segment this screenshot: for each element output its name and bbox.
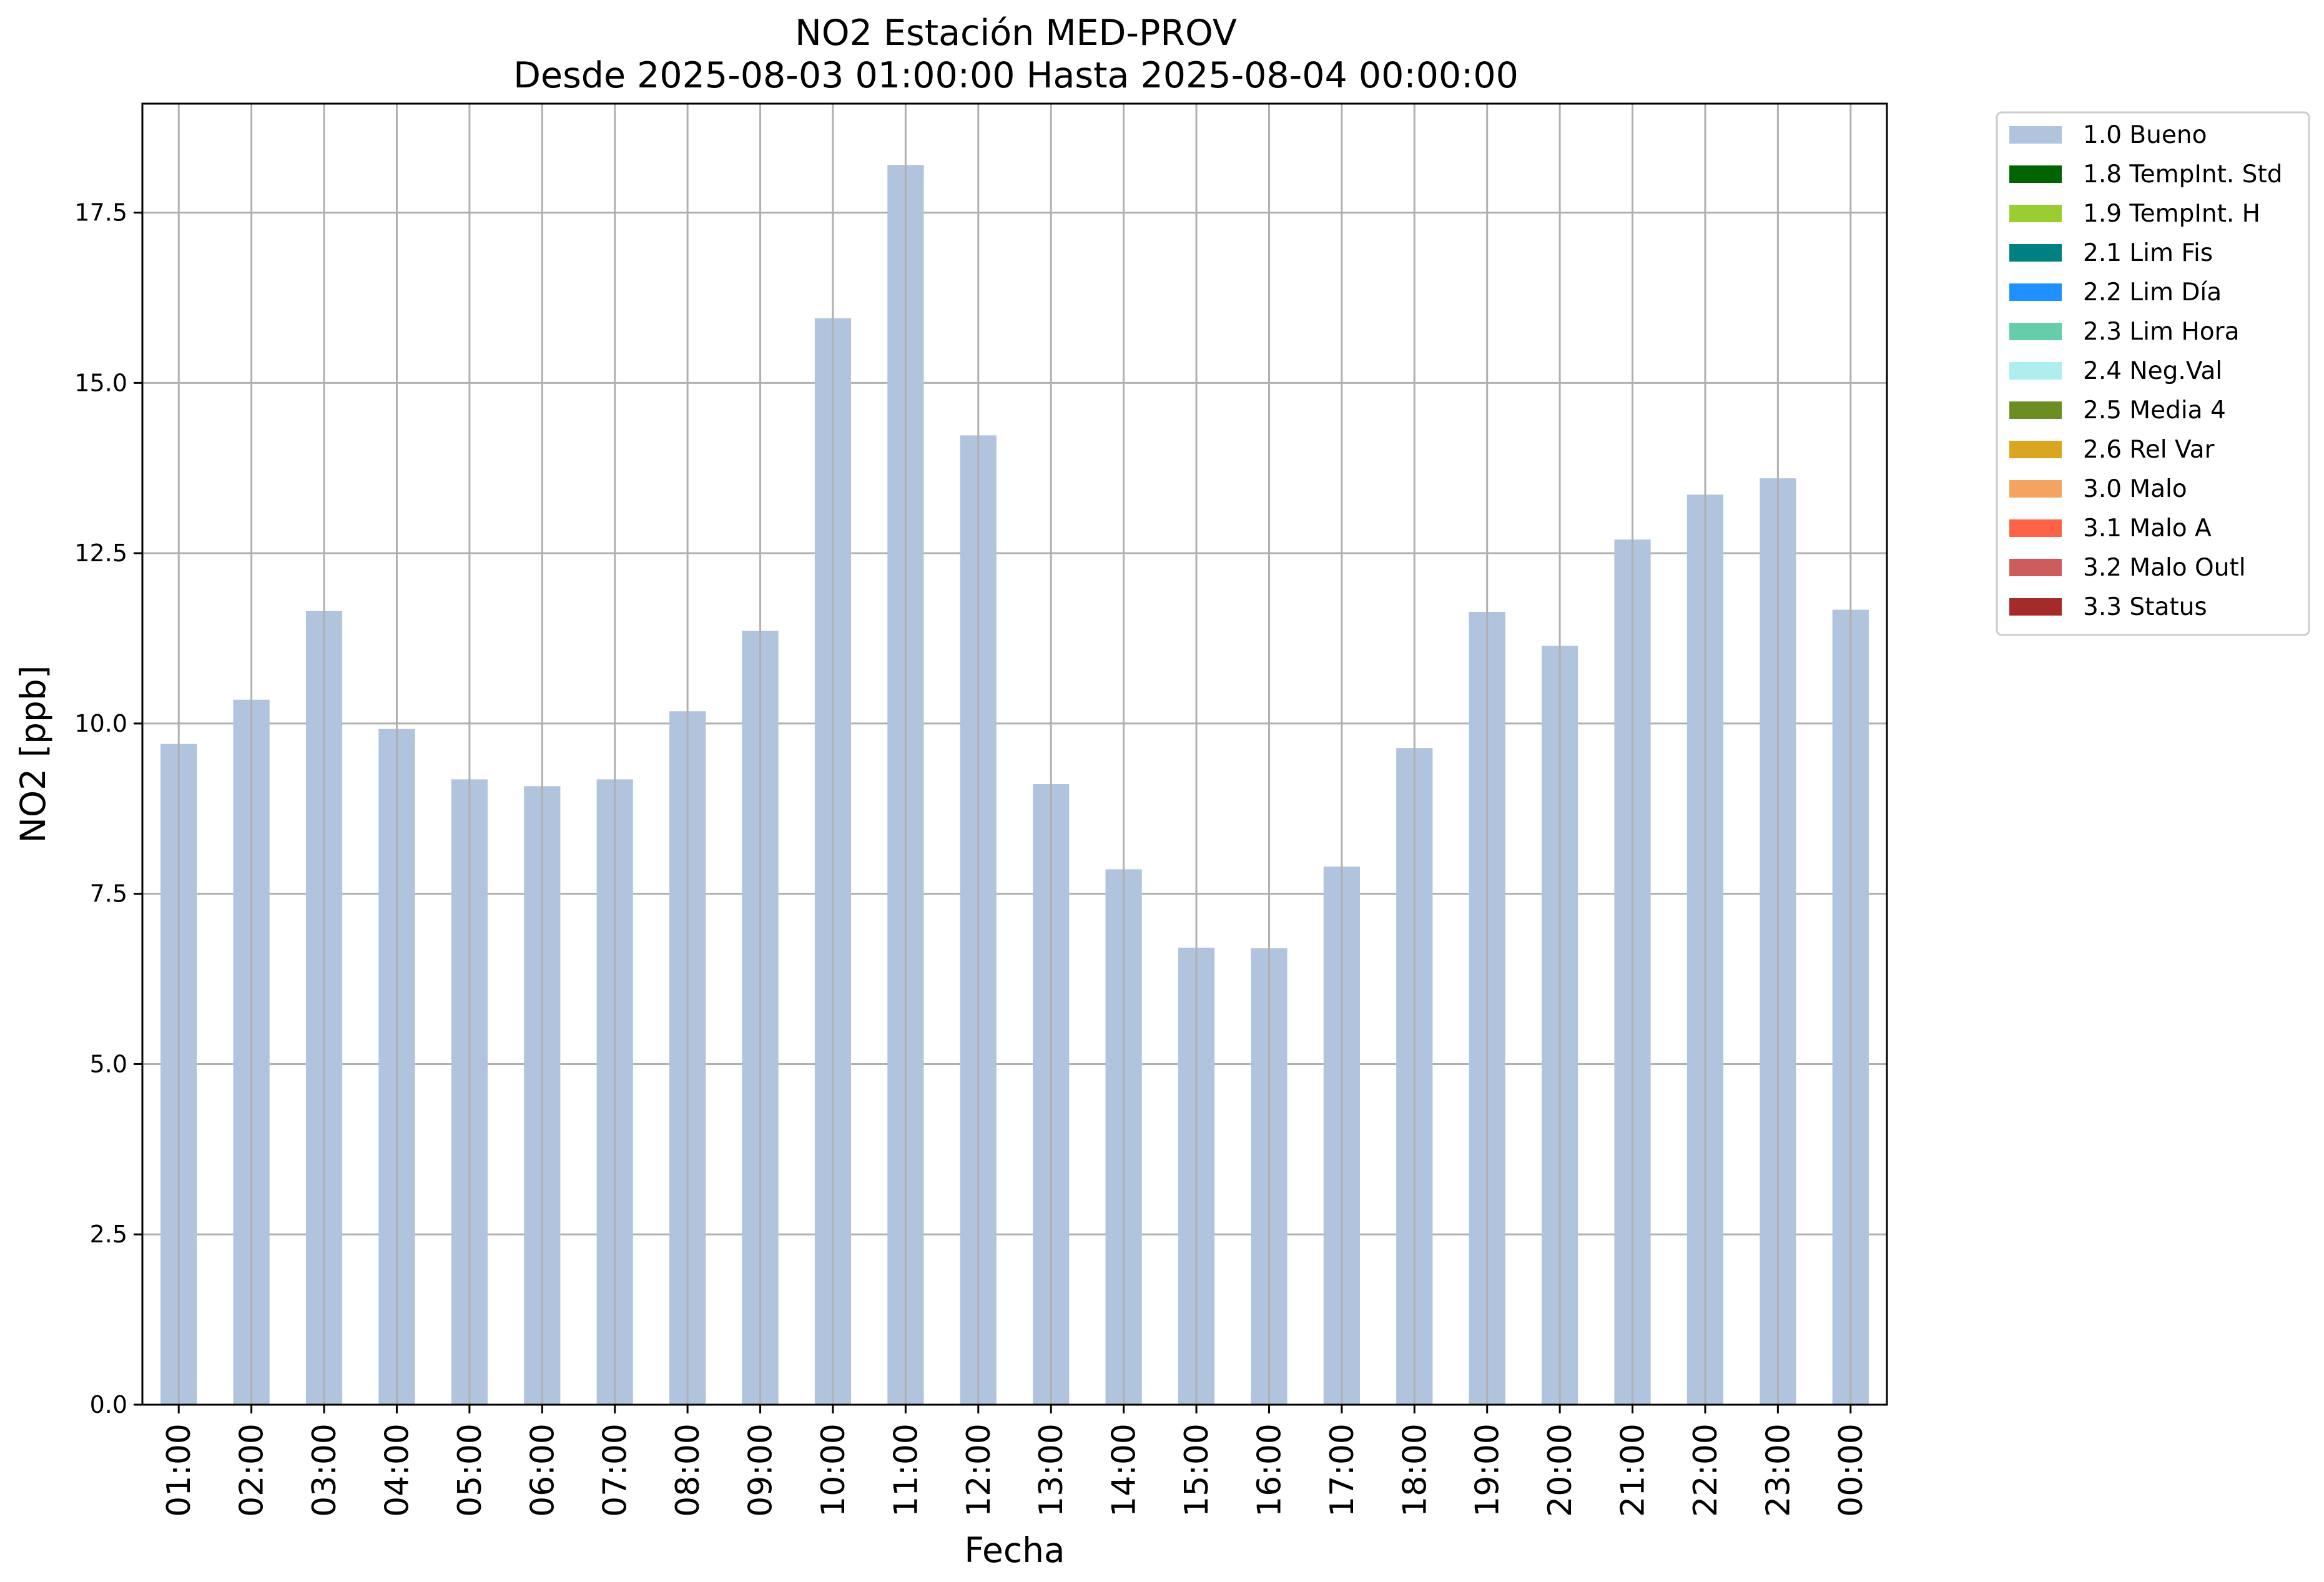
x-tick-label: 20:00 (1542, 1423, 1579, 1517)
x-axis-label: Fecha (964, 1530, 1065, 1570)
legend-label: 2.6 Rel Var (2083, 436, 2215, 464)
legend-swatch (2009, 559, 2062, 576)
legend-swatch (2009, 205, 2062, 222)
x-tick-label: 09:00 (742, 1423, 780, 1517)
legend-swatch (2009, 480, 2062, 498)
x-tick-label: 17:00 (1324, 1423, 1361, 1517)
x-tick-label: 03:00 (306, 1423, 343, 1517)
legend-label: 1.0 Bueno (2083, 121, 2207, 149)
vertical-grid-lines (177, 104, 1852, 1405)
x-tick-label: 14:00 (1106, 1423, 1143, 1517)
legend-label: 2.2 Lim Día (2083, 278, 2222, 307)
y-tick-label: 12.5 (74, 539, 127, 567)
legend-swatch (2009, 401, 2062, 419)
y-tick-label: 10.0 (74, 710, 127, 737)
bars (160, 165, 1869, 1405)
legend-label: 3.1 Malo A (2083, 514, 2212, 543)
legend-label: 2.1 Lim Fis (2083, 239, 2213, 267)
legend-swatch (2009, 126, 2062, 144)
x-tick-label: 15:00 (1178, 1423, 1216, 1517)
legend-label: 3.2 Malo Outl (2083, 554, 2246, 582)
plot-area-frame (141, 102, 1888, 1406)
x-tick-label: 04:00 (378, 1423, 416, 1517)
legend-swatch (2009, 323, 2062, 340)
x-tick-label: 05:00 (451, 1423, 489, 1517)
legend-items: 1.0 Bueno 1.8 TempInt. Std 1.9 TempInt. H 2… (2009, 121, 2282, 621)
legend: 1.0 Bueno 1.8 TempInt. Std 1.9 TempInt. H 2… (1996, 111, 2310, 636)
chart-title: NO2 Estación MED-PROV (795, 12, 1237, 54)
x-tick-label: 06:00 (524, 1423, 561, 1517)
legend-label: 2.4 Neg.Val (2083, 357, 2222, 385)
legend-label: 1.8 TempInt. Std (2083, 160, 2282, 189)
x-tick-label: 10:00 (815, 1423, 852, 1517)
legend-swatch (2009, 441, 2062, 458)
legend-swatch (2009, 519, 2062, 537)
legend-swatch (2009, 244, 2062, 262)
legend-swatch (2009, 165, 2062, 183)
y-tick-label: 5.0 (90, 1050, 127, 1078)
x-tick-label: 07:00 (597, 1423, 634, 1517)
x-tick-label: 16:00 (1251, 1423, 1288, 1517)
x-tick-label: 19:00 (1469, 1423, 1507, 1517)
grid-lines (142, 212, 1887, 1406)
legend-swatch (2009, 362, 2062, 380)
legend-label: 2.5 Media 4 (2083, 396, 2226, 425)
x-tick-label: 00:00 (1833, 1423, 1870, 1517)
x-tick-label: 22:00 (1687, 1423, 1725, 1517)
x-tick-label: 13:00 (1033, 1423, 1070, 1517)
legend-label: 3.3 Status (2083, 593, 2207, 621)
y-tick-label: 7.5 (90, 880, 127, 908)
legend-label: 3.0 Malo (2083, 475, 2187, 503)
y-axis-ticks: 0.0 2.5 5.0 7.5 10.0 12.5 15.0 17.5 (74, 199, 142, 1418)
legend-swatch (2009, 283, 2062, 301)
legend-box (1996, 111, 2310, 636)
y-tick-label: 0.0 (90, 1391, 127, 1418)
legend-label: 1.9 TempInt. H (2083, 200, 2260, 228)
x-axis-ticks: 01:00 02:00 03:00 04:00 05:00 06:00 07:00 08:00… (160, 1405, 1870, 1517)
y-tick-label: 17.5 (74, 199, 127, 227)
x-tick-label: 21:00 (1615, 1423, 1652, 1517)
x-tick-label: 01:00 (160, 1423, 198, 1517)
x-tick-label: 12:00 (960, 1423, 998, 1517)
x-tick-label: 08:00 (669, 1423, 707, 1517)
x-tick-label: 18:00 (1396, 1423, 1434, 1517)
chart-subtitle: Desde 2025-08-03 01:00:00 Hasta 2025-08-… (513, 55, 1519, 96)
y-tick-label: 15.0 (74, 369, 127, 396)
y-axis-label: NO2 [ppb] (13, 666, 53, 843)
x-tick-label: 11:00 (887, 1423, 925, 1517)
x-tick-label: 02:00 (234, 1423, 271, 1517)
legend-swatch (2009, 598, 2062, 616)
legend-label: 2.3 Lim Hora (2083, 318, 2240, 346)
x-tick-label: 23:00 (1760, 1423, 1797, 1517)
y-tick-label: 2.5 (90, 1221, 127, 1248)
